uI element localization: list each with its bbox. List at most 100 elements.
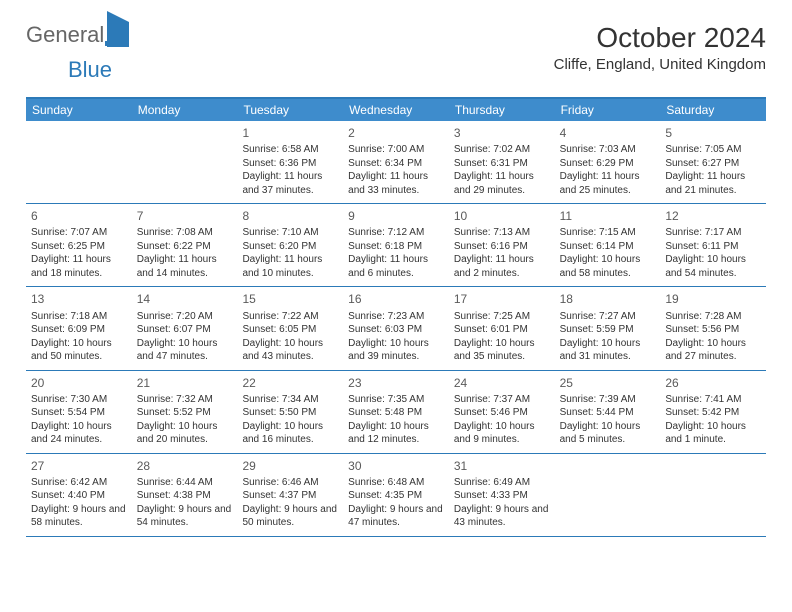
daylight-text: Daylight: 11 hours and 2 minutes. — [454, 253, 550, 280]
calendar-day-cell: 1Sunrise: 6:58 AMSunset: 6:36 PMDaylight… — [237, 121, 343, 203]
sunset-text: Sunset: 6:09 PM — [31, 323, 127, 337]
calendar-day-cell: 5Sunrise: 7:05 AMSunset: 6:27 PMDaylight… — [660, 121, 766, 203]
calendar-day-cell: 24Sunrise: 7:37 AMSunset: 5:46 PMDayligh… — [449, 371, 555, 453]
daylight-text: Daylight: 11 hours and 18 minutes. — [31, 253, 127, 280]
day-number: 19 — [665, 291, 761, 307]
sunrise-text: Sunrise: 7:25 AM — [454, 310, 550, 324]
calendar-week-row: 13Sunrise: 7:18 AMSunset: 6:09 PMDayligh… — [26, 287, 766, 370]
sunrise-text: Sunrise: 7:00 AM — [348, 143, 444, 157]
day-number: 4 — [560, 125, 656, 141]
sunrise-text: Sunrise: 6:42 AM — [31, 476, 127, 490]
sunrise-text: Sunrise: 7:07 AM — [31, 226, 127, 240]
day-number: 22 — [242, 375, 338, 391]
day-number: 21 — [137, 375, 233, 391]
calendar-day-cell: 12Sunrise: 7:17 AMSunset: 6:11 PMDayligh… — [660, 204, 766, 286]
weekday-header: Tuesday — [237, 99, 343, 121]
day-number: 9 — [348, 208, 444, 224]
daylight-text: Daylight: 10 hours and 27 minutes. — [665, 337, 761, 364]
daylight-text: Daylight: 10 hours and 39 minutes. — [348, 337, 444, 364]
day-number: 7 — [137, 208, 233, 224]
calendar-week-row: 27Sunrise: 6:42 AMSunset: 4:40 PMDayligh… — [26, 454, 766, 537]
day-number: 10 — [454, 208, 550, 224]
calendar-day-cell: 8Sunrise: 7:10 AMSunset: 6:20 PMDaylight… — [237, 204, 343, 286]
sunset-text: Sunset: 5:44 PM — [560, 406, 656, 420]
calendar-day-cell: 14Sunrise: 7:20 AMSunset: 6:07 PMDayligh… — [132, 287, 238, 369]
calendar-day-cell: 26Sunrise: 7:41 AMSunset: 5:42 PMDayligh… — [660, 371, 766, 453]
weeks-container: 1Sunrise: 6:58 AMSunset: 6:36 PMDaylight… — [26, 121, 766, 537]
calendar-day-cell: 19Sunrise: 7:28 AMSunset: 5:56 PMDayligh… — [660, 287, 766, 369]
weekday-header: Friday — [555, 99, 661, 121]
day-number: 26 — [665, 375, 761, 391]
calendar-day-cell: 21Sunrise: 7:32 AMSunset: 5:52 PMDayligh… — [132, 371, 238, 453]
calendar-day-cell: 18Sunrise: 7:27 AMSunset: 5:59 PMDayligh… — [555, 287, 661, 369]
day-number: 12 — [665, 208, 761, 224]
daylight-text: Daylight: 11 hours and 14 minutes. — [137, 253, 233, 280]
sunset-text: Sunset: 5:50 PM — [242, 406, 338, 420]
sunrise-text: Sunrise: 7:18 AM — [31, 310, 127, 324]
daylight-text: Daylight: 11 hours and 25 minutes. — [560, 170, 656, 197]
day-number: 17 — [454, 291, 550, 307]
calendar-day-cell: 23Sunrise: 7:35 AMSunset: 5:48 PMDayligh… — [343, 371, 449, 453]
day-number: 23 — [348, 375, 444, 391]
sunrise-text: Sunrise: 7:22 AM — [242, 310, 338, 324]
sunrise-text: Sunrise: 6:48 AM — [348, 476, 444, 490]
sunset-text: Sunset: 6:11 PM — [665, 240, 761, 254]
sunset-text: Sunset: 6:29 PM — [560, 157, 656, 171]
calendar-day-cell: 30Sunrise: 6:48 AMSunset: 4:35 PMDayligh… — [343, 454, 449, 536]
daylight-text: Daylight: 9 hours and 50 minutes. — [242, 503, 338, 530]
sunrise-text: Sunrise: 7:23 AM — [348, 310, 444, 324]
calendar-day-cell: 3Sunrise: 7:02 AMSunset: 6:31 PMDaylight… — [449, 121, 555, 203]
day-number: 2 — [348, 125, 444, 141]
day-number: 24 — [454, 375, 550, 391]
calendar-day-cell: 22 Sunrise: 7:34 AMSunset: 5:50 PMDayligh… — [237, 371, 343, 453]
sunrise-text: Sunrise: 7:37 AM — [454, 393, 550, 407]
sunrise-text: Sunrise: 7:02 AM — [454, 143, 550, 157]
sunset-text: Sunset: 6:27 PM — [665, 157, 761, 171]
sunset-text: Sunset: 4:37 PM — [242, 489, 338, 503]
daylight-text: Daylight: 10 hours and 35 minutes. — [454, 337, 550, 364]
sunset-text: Sunset: 4:40 PM — [31, 489, 127, 503]
calendar-day-cell: 28Sunrise: 6:44 AMSunset: 4:38 PMDayligh… — [132, 454, 238, 536]
sunset-text: Sunset: 6:01 PM — [454, 323, 550, 337]
sunrise-text: Sunrise: 7:15 AM — [560, 226, 656, 240]
calendar-day-cell: 20Sunrise: 7:30 AMSunset: 5:54 PMDayligh… — [26, 371, 132, 453]
sunset-text: Sunset: 5:52 PM — [137, 406, 233, 420]
calendar-day-cell: 16Sunrise: 7:23 AMSunset: 6:03 PMDayligh… — [343, 287, 449, 369]
calendar-grid: Sunday Monday Tuesday Wednesday Thursday… — [26, 97, 766, 537]
sunrise-text: Sunrise: 7:34 AM — [242, 393, 338, 407]
calendar-day-cell: 7 Sunrise: 7:08 AMSunset: 6:22 PMDaylight… — [132, 204, 238, 286]
sunrise-text: Sunrise: 7:32 AM — [137, 393, 233, 407]
calendar-empty-cell — [132, 121, 238, 203]
month-title: October 2024 — [554, 22, 766, 54]
sunset-text: Sunset: 6:18 PM — [348, 240, 444, 254]
sunset-text: Sunset: 4:35 PM — [348, 489, 444, 503]
weekday-header: Thursday — [449, 99, 555, 121]
sunrise-text: Sunrise: 7:10 AM — [242, 226, 338, 240]
weekday-header-row: Sunday Monday Tuesday Wednesday Thursday… — [26, 99, 766, 121]
sunrise-text: Sunrise: 6:49 AM — [454, 476, 550, 490]
calendar-day-cell: 15Sunrise: 7:22 AMSunset: 6:05 PMDayligh… — [237, 287, 343, 369]
calendar-day-cell: 6Sunrise: 7:07 AMSunset: 6:25 PMDaylight… — [26, 204, 132, 286]
day-number: 3 — [454, 125, 550, 141]
daylight-text: Daylight: 10 hours and 16 minutes. — [242, 420, 338, 447]
calendar-empty-cell — [555, 454, 661, 536]
daylight-text: Daylight: 10 hours and 1 minute. — [665, 420, 761, 447]
calendar-day-cell: 9Sunrise: 7:12 AMSunset: 6:18 PMDaylight… — [343, 204, 449, 286]
sunrise-text: Sunrise: 7:13 AM — [454, 226, 550, 240]
sunset-text: Sunset: 6:03 PM — [348, 323, 444, 337]
calendar-day-cell: 11Sunrise: 7:15 AMSunset: 6:14 PMDayligh… — [555, 204, 661, 286]
daylight-text: Daylight: 10 hours and 58 minutes. — [560, 253, 656, 280]
sunset-text: Sunset: 6:34 PM — [348, 157, 444, 171]
daylight-text: Daylight: 11 hours and 10 minutes. — [242, 253, 338, 280]
calendar-day-cell: 13Sunrise: 7:18 AMSunset: 6:09 PMDayligh… — [26, 287, 132, 369]
sunrise-text: Sunrise: 7:08 AM — [137, 226, 233, 240]
calendar-day-cell: 29Sunrise: 6:46 AMSunset: 4:37 PMDayligh… — [237, 454, 343, 536]
daylight-text: Daylight: 9 hours and 43 minutes. — [454, 503, 550, 530]
sunset-text: Sunset: 6:05 PM — [242, 323, 338, 337]
daylight-text: Daylight: 10 hours and 50 minutes. — [31, 337, 127, 364]
location-text: Cliffe, England, United Kingdom — [554, 56, 766, 73]
sunrise-text: Sunrise: 7:12 AM — [348, 226, 444, 240]
sunset-text: Sunset: 5:56 PM — [665, 323, 761, 337]
day-number: 5 — [665, 125, 761, 141]
sunset-text: Sunset: 6:22 PM — [137, 240, 233, 254]
